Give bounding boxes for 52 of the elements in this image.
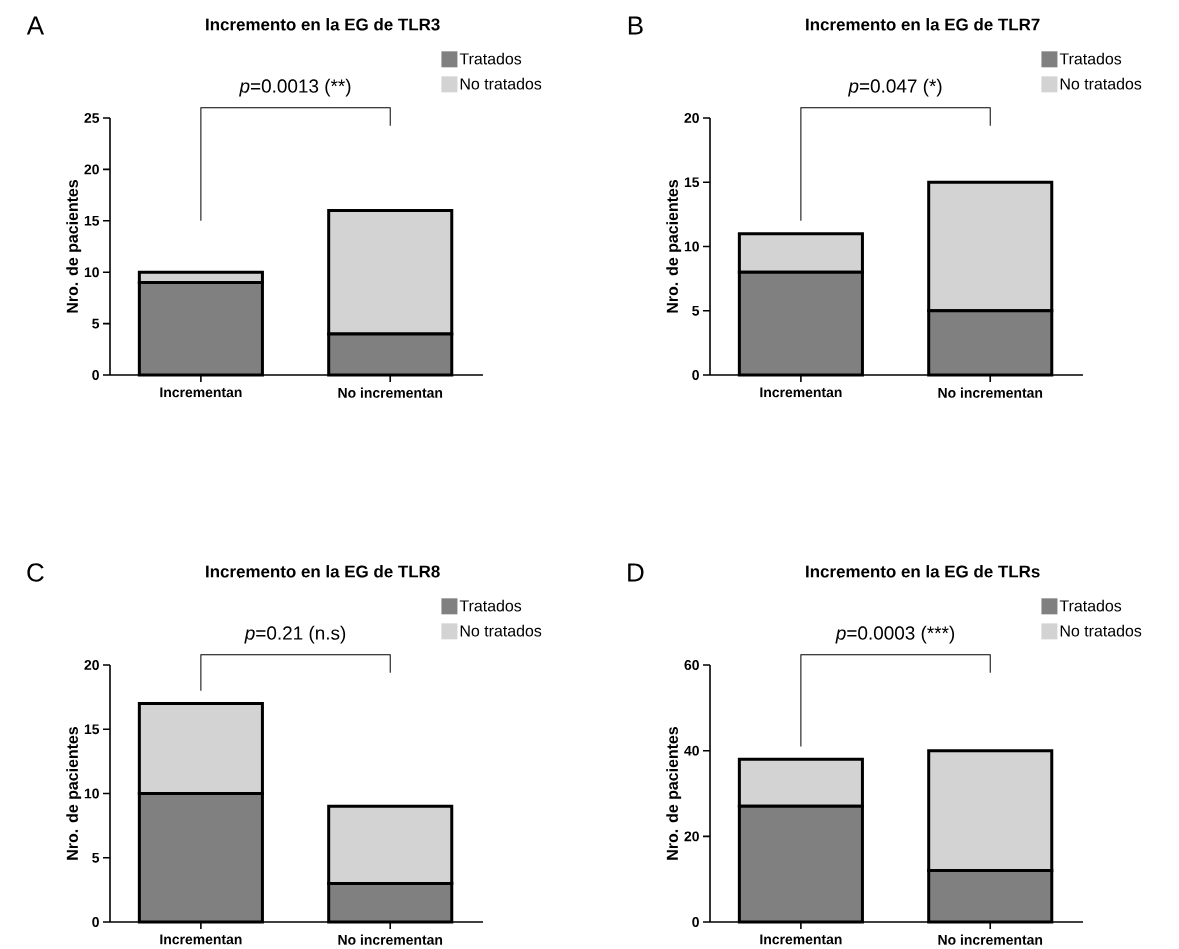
- text: B: [628, 16, 643, 35]
- x-tick-label: No incrementan: [338, 934, 443, 945]
- legend-label: No tratados: [460, 77, 542, 90]
- y-tick-label: 5: [692, 305, 700, 316]
- legend-label: Tratados: [1059, 599, 1122, 612]
- text: p=0.0013 (**): [239, 78, 351, 97]
- y-tick-label: 0: [692, 917, 699, 927]
- y-tick-label: 20: [84, 660, 99, 670]
- text: A: [26, 16, 44, 35]
- y-tick-label: 0: [92, 917, 99, 927]
- legend-label: No tratados: [1060, 77, 1142, 90]
- text: p=0.0003 (***): [835, 625, 955, 644]
- y-tick-label: 15: [84, 724, 100, 735]
- y-tick-label: 60: [684, 660, 699, 670]
- legend-label: No tratados: [460, 624, 542, 637]
- y-tick-label: 20: [684, 113, 699, 123]
- chart-title: Incremento en la EG de TLRs: [806, 565, 1040, 578]
- y-tick-label: 40: [684, 745, 699, 756]
- x-tick-label: Incrementan: [160, 387, 242, 398]
- text: p=0.047 (*): [848, 78, 942, 97]
- chart-title: Incremento en la EG de TLR3: [206, 18, 440, 31]
- text: C: [27, 563, 44, 582]
- y-axis-title: Nro. de pacientes: [66, 180, 82, 313]
- legend-label: Tratados: [459, 599, 522, 612]
- x-tick-label: Incrementan: [160, 934, 242, 945]
- chart-title: Incremento en la EG de TLR7: [806, 18, 1040, 31]
- y-tick-label: 0: [692, 370, 699, 380]
- legend-label: Tratados: [1059, 52, 1122, 65]
- y-tick-label: 15: [84, 215, 100, 226]
- legend-label: Tratados: [459, 52, 522, 65]
- x-tick-label: No incrementan: [938, 934, 1043, 945]
- y-axis-title: Nro. de pacientes: [666, 727, 682, 860]
- y-tick-label: 5: [92, 318, 100, 329]
- text: p=0.21 (n.s): [244, 625, 346, 644]
- y-tick-label: 5: [92, 852, 100, 863]
- y-tick-label: 10: [684, 241, 699, 252]
- legend-label: No tratados: [1060, 624, 1142, 637]
- y-tick-label: 15: [684, 177, 700, 188]
- y-tick-label: 25: [84, 113, 100, 123]
- y-axis-title: Nro. de pacientes: [66, 727, 82, 860]
- chart-title: Incremento en la EG de TLR8: [206, 565, 440, 578]
- y-tick-label: 20: [84, 164, 99, 175]
- y-axis-title: Nro. de pacientes: [666, 180, 682, 313]
- x-tick-label: No incrementan: [938, 387, 1043, 398]
- x-tick-label: No incrementan: [338, 387, 443, 398]
- text: D: [628, 563, 644, 582]
- y-tick-label: 10: [84, 788, 99, 799]
- x-tick-label: Incrementan: [760, 934, 842, 945]
- x-tick-label: Incrementan: [760, 387, 842, 398]
- y-tick-label: 20: [684, 831, 699, 842]
- y-tick-label: 10: [84, 267, 99, 278]
- y-tick-label: 0: [92, 370, 99, 380]
